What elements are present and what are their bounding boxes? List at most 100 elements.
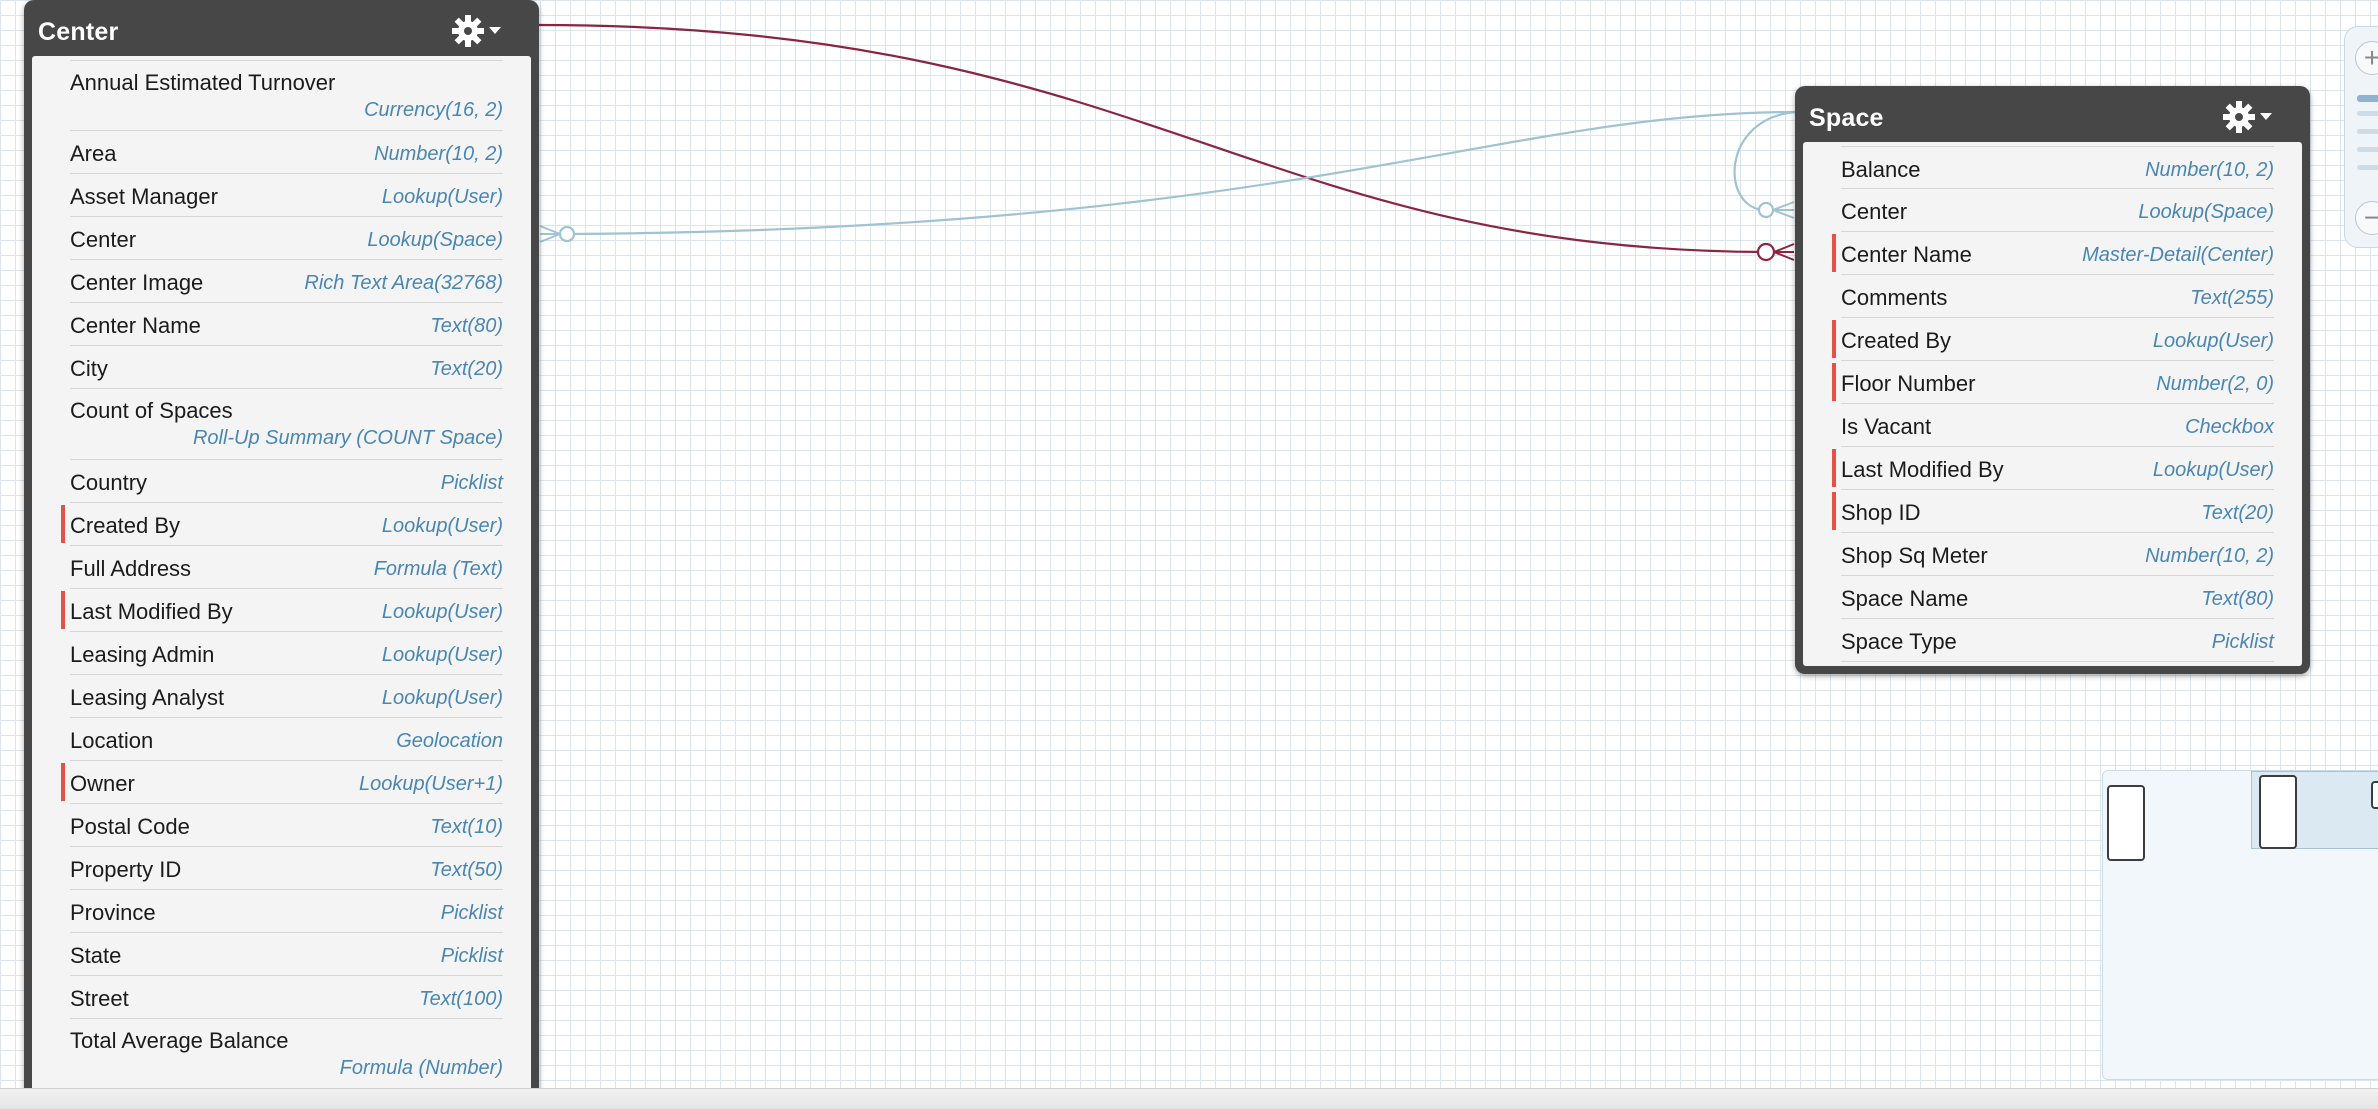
space-object-card[interactable]: Space — [1795, 86, 2310, 674]
field-label: Center Name — [70, 313, 201, 338]
center-field-total-average-balance[interactable]: Total Average Balance Formula (Number) — [70, 1019, 503, 1090]
center-field-leasing-analyst[interactable]: Leasing Analyst Lookup(User) — [70, 675, 503, 718]
field-label: City — [70, 356, 108, 381]
field-label: Center Image — [70, 270, 204, 295]
minimap-object — [2371, 781, 2378, 809]
center-field-city[interactable]: City Text(20) — [70, 346, 503, 389]
space-field-shop-id[interactable]: Shop ID Text(20) — [1832, 490, 2274, 533]
field-label: Postal Code — [70, 814, 190, 839]
master-detail-endpoint — [1756, 242, 1776, 262]
zoom-slider[interactable] — [2357, 93, 2378, 183]
space-field-space-name[interactable]: Space Name Text(80) — [1841, 576, 2274, 619]
space-field-is-vacant[interactable]: Is Vacant Checkbox — [1841, 404, 2274, 447]
field-label: Leasing Analyst — [70, 685, 225, 710]
crowfoot-self — [1772, 201, 1795, 219]
field-label: Comments — [1841, 285, 1948, 310]
minimap-center-object — [2107, 785, 2145, 861]
field-type: Checkbox — [2185, 416, 2274, 438]
field-type: Geolocation — [396, 730, 503, 752]
center-object-card[interactable]: Center — [24, 0, 539, 1102]
caret-down-icon — [489, 27, 501, 34]
field-type: Lookup(User) — [381, 644, 503, 666]
field-label: Space Type — [1841, 629, 1957, 654]
space-field-floor-number[interactable]: Floor Number Number(2, 0) — [1832, 361, 2274, 404]
field-type: Text(80) — [2201, 588, 2274, 610]
zoom-tick — [2357, 129, 2378, 134]
space-settings-button[interactable] — [2222, 100, 2282, 134]
field-label: Last Modified By — [70, 599, 233, 624]
field-label: Last Modified By — [1841, 457, 2004, 482]
field-type: Lookup(Space) — [367, 229, 503, 251]
space-field-comments[interactable]: Comments Text(255) — [1841, 275, 2274, 318]
center-settings-button[interactable] — [451, 14, 511, 48]
space-object-title: Space — [1809, 104, 1884, 132]
center-field-center-name[interactable]: Center Name Text(80) — [70, 303, 503, 346]
center-field-location[interactable]: Location Geolocation — [70, 718, 503, 761]
master-detail-link — [537, 23, 1767, 254]
field-label: Leasing Admin — [70, 642, 215, 667]
field-type: Number(10, 2) — [374, 143, 503, 165]
field-type: Rich Text Area(32768) — [304, 272, 503, 294]
zoom-in-button[interactable]: + — [2355, 41, 2378, 75]
field-type: Lookup(User) — [2152, 459, 2274, 481]
field-label: Count of Spaces — [70, 398, 233, 423]
space-field-last-modified-by[interactable]: Last Modified By Lookup(User) — [1832, 447, 2274, 490]
space-field-center-name[interactable]: Center Name Master-Detail(Center) — [1832, 232, 2274, 275]
space-object-header[interactable]: Space — [1803, 86, 2302, 142]
field-label: Asset Manager — [70, 184, 218, 209]
center-object-header[interactable]: Center — [32, 0, 531, 56]
space-field-center[interactable]: Center Lookup(Space) — [1841, 189, 2274, 232]
zoom-slider-thumb[interactable] — [2357, 95, 2378, 102]
field-label: Full Address — [70, 556, 192, 581]
field-type: Lookup(User) — [2152, 330, 2274, 352]
zoom-tick — [2357, 111, 2378, 116]
center-field-postal-code[interactable]: Postal Code Text(10) — [70, 804, 503, 847]
center-field-street[interactable]: Street Text(100) — [70, 976, 503, 1019]
center-field-annual-estimated-turnover[interactable]: Annual Estimated Turnover Currency(16, 2) — [70, 60, 503, 131]
field-type: Text(50) — [430, 859, 503, 881]
field-label: Shop ID — [1841, 500, 1921, 525]
minimap[interactable] — [2102, 770, 2378, 1080]
gear-icon — [452, 15, 484, 47]
center-field-center-image[interactable]: Center Image Rich Text Area(32768) — [70, 260, 503, 303]
center-field-count-of-spaces[interactable]: Count of Spaces Roll-Up Summary (COUNT Sp… — [70, 389, 503, 460]
field-type: Text(255) — [2190, 287, 2274, 309]
field-type: Text(100) — [419, 988, 503, 1010]
lookup-link-center — [566, 110, 1797, 236]
space-field-balance[interactable]: Balance Number(10, 2) — [1841, 146, 2274, 189]
center-field-property-id[interactable]: Property ID Text(50) — [70, 847, 503, 890]
center-field-last-modified-by[interactable]: Last Modified By Lookup(User) — [61, 589, 503, 632]
zoom-out-button[interactable]: − — [2355, 201, 2378, 235]
minimap-space-object — [2259, 775, 2297, 849]
space-field-space-type[interactable]: Space Type Picklist — [1841, 619, 2274, 662]
field-type: Formula (Text) — [373, 558, 503, 580]
space-field-created-by[interactable]: Created By Lookup(User) — [1832, 318, 2274, 361]
field-type: Picklist — [440, 472, 503, 494]
center-field-leasing-admin[interactable]: Leasing Admin Lookup(User) — [70, 632, 503, 675]
center-field-area[interactable]: Area Number(10, 2) — [70, 131, 503, 174]
field-label: Center — [70, 227, 137, 252]
center-field-country[interactable]: Country Picklist — [70, 460, 503, 503]
gear-icon — [2223, 101, 2255, 133]
field-type: Text(20) — [2201, 502, 2274, 524]
center-field-full-address[interactable]: Full Address Formula (Text) — [70, 546, 503, 589]
center-field-owner[interactable]: Owner Lookup(User+1) — [61, 761, 503, 804]
field-type: Picklist — [440, 902, 503, 924]
field-type: Master-Detail(Center) — [2082, 244, 2274, 266]
field-type: Formula (Number) — [339, 1057, 503, 1079]
field-label: Space Name — [1841, 586, 1969, 611]
center-field-province[interactable]: Province Picklist — [70, 890, 503, 933]
center-field-state[interactable]: State Picklist — [70, 933, 503, 976]
field-type: Number(10, 2) — [2145, 545, 2274, 567]
field-label: Location — [70, 728, 154, 753]
self-lookup-endpoint — [1757, 201, 1775, 219]
field-type: Text(80) — [430, 315, 503, 337]
center-field-created-by[interactable]: Created By Lookup(User) — [61, 503, 503, 546]
lookup-endpoint — [558, 225, 576, 243]
center-field-center[interactable]: Center Lookup(Space) — [70, 217, 503, 260]
space-field-shop-sq-meter[interactable]: Shop Sq Meter Number(10, 2) — [1841, 533, 2274, 576]
self-lookup-loop — [1733, 110, 1797, 212]
field-label: State — [70, 943, 122, 968]
center-field-asset-manager[interactable]: Asset Manager Lookup(User) — [70, 174, 503, 217]
